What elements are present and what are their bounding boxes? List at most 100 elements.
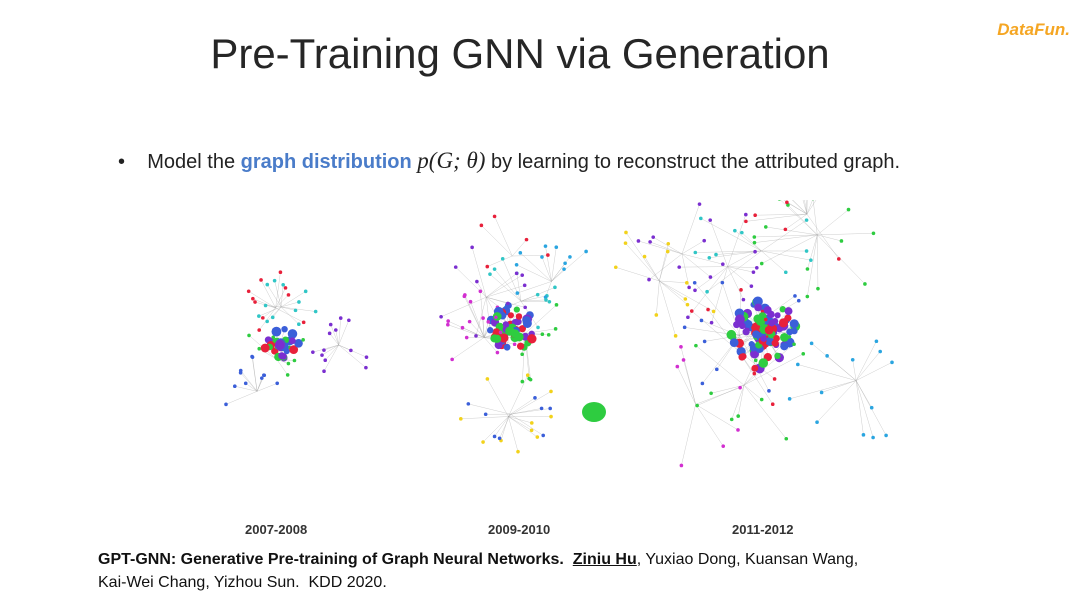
node (871, 435, 875, 440)
node (729, 338, 739, 347)
edge (806, 200, 817, 215)
edge (510, 414, 544, 436)
node (322, 369, 326, 374)
node (468, 299, 473, 304)
edge (323, 344, 339, 351)
node (259, 376, 264, 380)
node (785, 200, 789, 205)
edge (508, 391, 552, 417)
edge (486, 297, 491, 332)
edge (817, 233, 874, 236)
node (478, 289, 483, 294)
node (861, 433, 866, 437)
node (347, 318, 351, 323)
node (623, 241, 628, 245)
edge (625, 242, 660, 282)
edge (267, 284, 282, 308)
edge (650, 241, 683, 255)
node (648, 240, 652, 244)
node (514, 271, 519, 276)
node (752, 235, 757, 239)
edge (275, 272, 281, 308)
node (301, 320, 306, 325)
edge (807, 234, 818, 297)
node (754, 314, 763, 323)
node (265, 319, 269, 324)
node (453, 265, 458, 269)
node (753, 249, 757, 254)
edge (817, 234, 819, 289)
node (494, 315, 498, 320)
node (624, 230, 628, 235)
edge (489, 274, 522, 302)
edge (785, 213, 808, 230)
node (548, 406, 552, 411)
node (793, 294, 797, 298)
node (303, 289, 308, 294)
edge (727, 266, 752, 287)
edge (329, 333, 339, 346)
node (796, 362, 800, 367)
edge (516, 273, 522, 302)
node (285, 373, 290, 377)
edge (653, 236, 683, 255)
edge (508, 416, 532, 431)
edge (659, 280, 676, 336)
node (675, 364, 680, 369)
node (498, 330, 503, 335)
node (636, 239, 641, 243)
node (257, 346, 262, 351)
edge (470, 301, 485, 338)
node (695, 403, 699, 408)
node (263, 303, 268, 308)
node (349, 348, 353, 353)
node (784, 436, 789, 441)
node (749, 344, 757, 352)
edge (486, 285, 525, 298)
node (506, 301, 510, 306)
edge (551, 263, 566, 282)
node (774, 352, 781, 360)
edge (280, 306, 299, 325)
edge (267, 306, 282, 322)
node (494, 341, 503, 350)
edge (807, 234, 818, 270)
node (805, 294, 810, 299)
edge (734, 230, 762, 252)
node (286, 293, 291, 297)
node (516, 342, 525, 350)
edge (520, 294, 538, 302)
edge (761, 250, 811, 261)
edge (792, 200, 808, 215)
node (553, 327, 558, 331)
node (792, 342, 796, 347)
edge (240, 370, 258, 392)
edge (683, 359, 696, 405)
edge (524, 304, 557, 334)
edge (644, 256, 660, 282)
node (846, 207, 851, 212)
node (702, 238, 707, 243)
node (502, 321, 510, 328)
node (493, 334, 502, 343)
node (492, 328, 501, 337)
edge (727, 251, 756, 267)
node (709, 320, 714, 325)
edge (855, 380, 864, 435)
node (742, 328, 750, 336)
edge (761, 234, 818, 264)
node (720, 280, 725, 285)
node (529, 421, 534, 425)
node (518, 251, 523, 255)
node (547, 299, 552, 304)
node (516, 449, 520, 454)
edge (697, 384, 745, 406)
node (460, 325, 465, 330)
edge (541, 256, 552, 282)
node (700, 381, 705, 386)
node (651, 235, 656, 239)
node (751, 270, 756, 274)
edge (738, 350, 773, 405)
highlight: graph distribution (240, 151, 412, 173)
node (786, 328, 794, 336)
